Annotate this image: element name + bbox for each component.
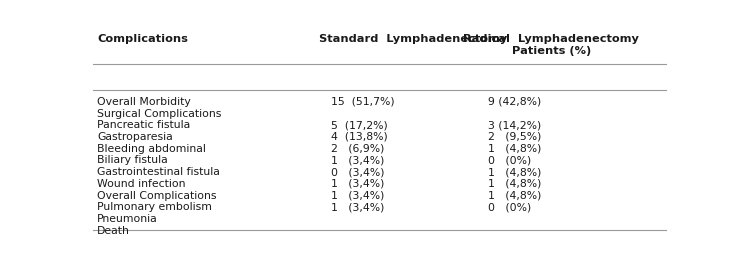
Text: 1   (4,8%): 1 (4,8%) — [488, 191, 542, 201]
Text: Gastroparesia: Gastroparesia — [97, 132, 173, 142]
Text: 1   (3,4%): 1 (3,4%) — [331, 179, 384, 189]
Text: 1   (4,8%): 1 (4,8%) — [488, 167, 542, 177]
Text: Pneumonia: Pneumonia — [97, 214, 158, 224]
Text: Radical  Lymphadenectomy
Patients (%): Radical Lymphadenectomy Patients (%) — [463, 34, 639, 56]
Text: 1   (3,4%): 1 (3,4%) — [331, 191, 384, 201]
Text: 1   (4,8%): 1 (4,8%) — [488, 144, 542, 154]
Text: 0   (0%): 0 (0%) — [488, 155, 531, 165]
Text: Wound infection: Wound infection — [97, 179, 186, 189]
Text: Overall Complications: Overall Complications — [97, 191, 217, 201]
Text: Surgical Complications: Surgical Complications — [97, 108, 221, 119]
Text: 2   (9,5%): 2 (9,5%) — [488, 132, 542, 142]
Text: Complications: Complications — [97, 34, 188, 44]
Text: Gastrointestinal fistula: Gastrointestinal fistula — [97, 167, 220, 177]
Text: Bleeding abdominal: Bleeding abdominal — [97, 144, 206, 154]
Text: 3 (14,2%): 3 (14,2%) — [488, 120, 542, 130]
Text: 4  (13,8%): 4 (13,8%) — [331, 132, 387, 142]
Text: 1   (3,4%): 1 (3,4%) — [331, 155, 384, 165]
Text: Standard  Lymphadenectomy: Standard Lymphadenectomy — [319, 34, 508, 44]
Text: 2   (6,9%): 2 (6,9%) — [331, 144, 384, 154]
Text: Biliary fistula: Biliary fistula — [97, 155, 168, 165]
Text: 0   (0%): 0 (0%) — [488, 202, 531, 212]
Text: 1   (4,8%): 1 (4,8%) — [488, 179, 542, 189]
Text: Death: Death — [97, 226, 130, 236]
Text: Pancreatic fistula: Pancreatic fistula — [97, 120, 190, 130]
Text: Overall Morbidity: Overall Morbidity — [97, 97, 191, 107]
Text: 0   (3,4%): 0 (3,4%) — [331, 167, 384, 177]
Text: 9 (42,8%): 9 (42,8%) — [488, 97, 542, 107]
Text: 5  (17,2%): 5 (17,2%) — [331, 120, 387, 130]
Text: Pulmonary embolism: Pulmonary embolism — [97, 202, 212, 212]
Text: 1   (3,4%): 1 (3,4%) — [331, 202, 384, 212]
Text: 15  (51,7%): 15 (51,7%) — [331, 97, 394, 107]
